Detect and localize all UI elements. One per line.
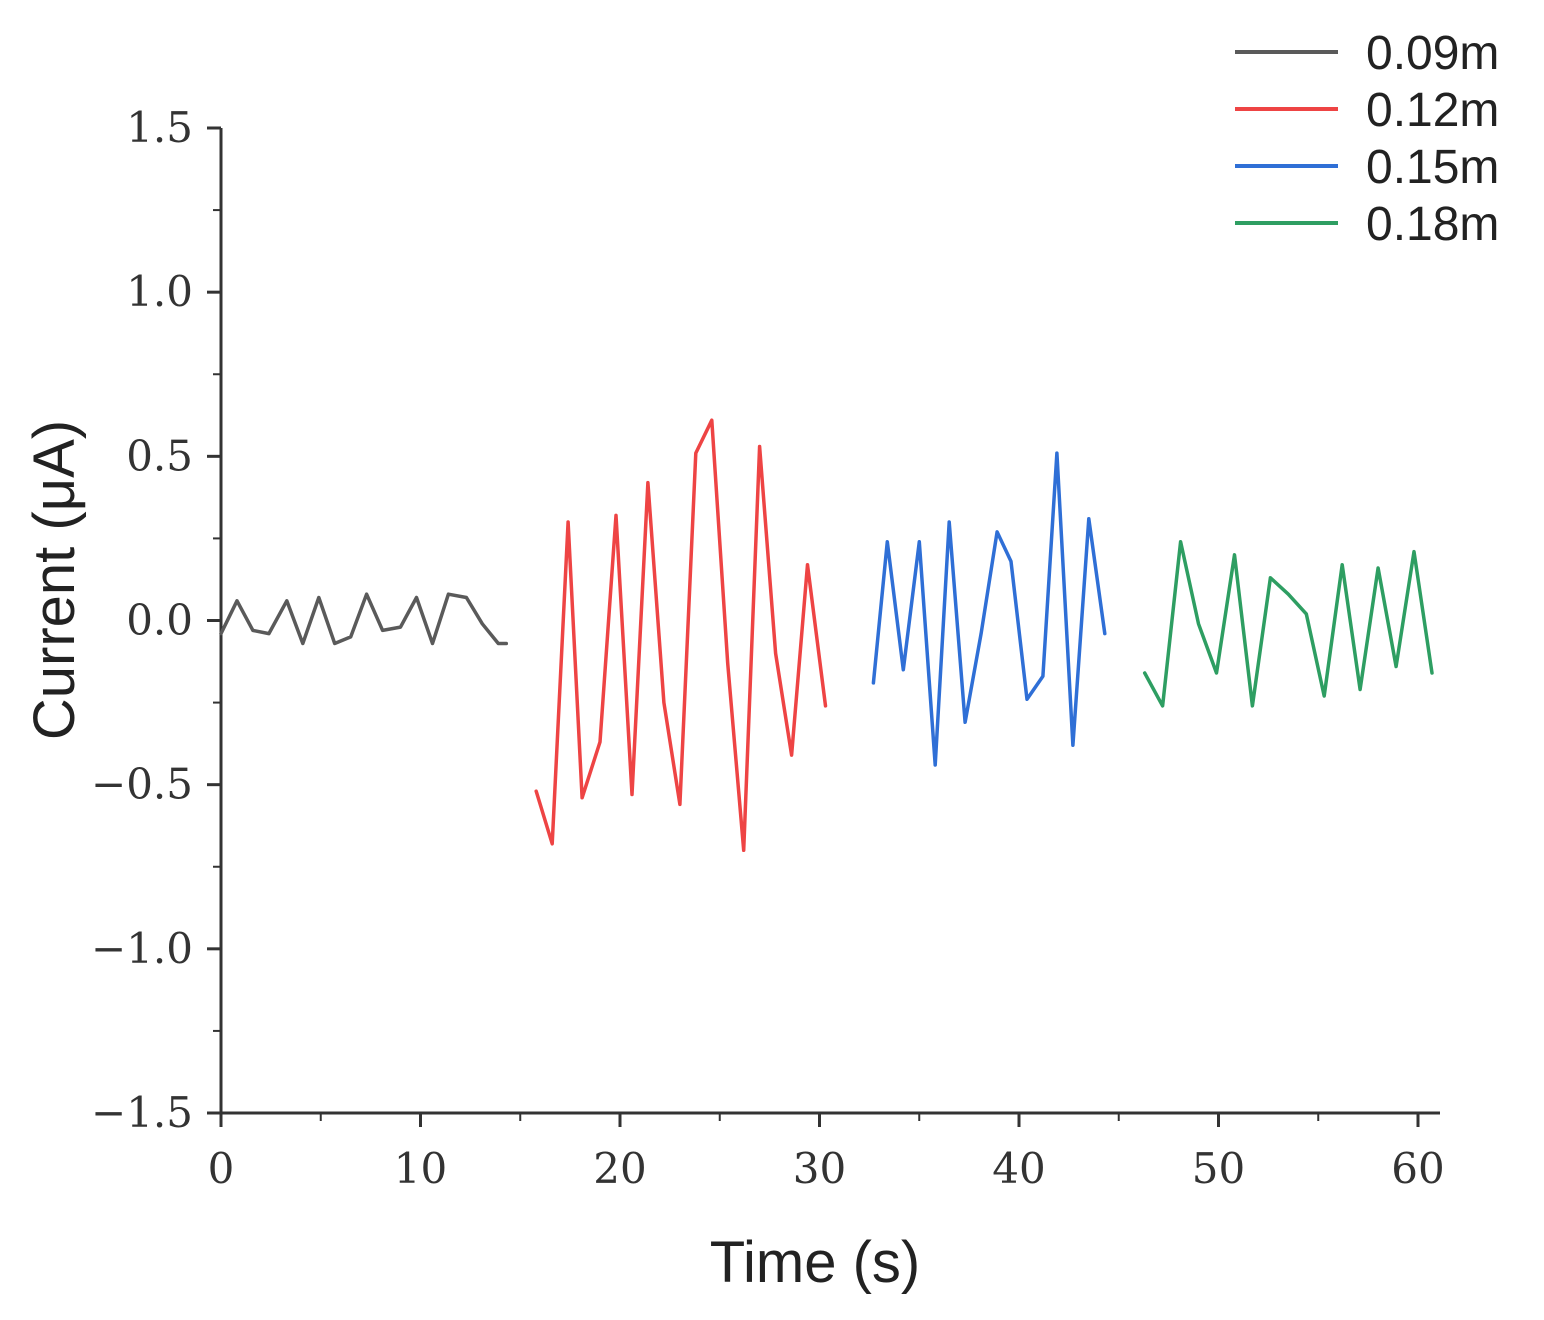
series-line-0-12m: [534, 418, 828, 853]
y-tick-label: 1.0: [126, 267, 193, 316]
y-tick-label: −1.5: [91, 1088, 193, 1137]
series-line-0-15m: [871, 451, 1107, 767]
y-tick-label: 0.5: [126, 431, 193, 480]
legend-label: 0.12m: [1366, 84, 1499, 137]
ticks: −1.5 −1.0 −0.5 0.0 0.5 1.0 1.5 0 10 20 30 40 50 60: [91, 103, 1445, 1193]
series-lines: [219, 418, 1434, 853]
legend-label: 0.15m: [1366, 141, 1499, 194]
legend-label: 0.09m: [1366, 27, 1499, 80]
x-tick-label: 50: [1192, 1144, 1245, 1193]
x-tick-label: 40: [992, 1144, 1045, 1193]
y-tick-label: 1.5: [126, 103, 193, 152]
series-line-0-18m: [1142, 539, 1434, 708]
x-tick-label: 60: [1391, 1144, 1444, 1193]
legend-label: 0.18m: [1366, 198, 1499, 251]
y-tick-label: 0.0: [126, 596, 193, 645]
y-tick-label: −0.5: [91, 760, 193, 809]
x-axis-title: Time (s): [710, 1230, 920, 1295]
x-tick-label: 0: [208, 1144, 235, 1193]
x-tick-label: 30: [793, 1144, 846, 1193]
series-line-0-09m: [219, 592, 509, 646]
x-tick-label: 10: [394, 1144, 447, 1193]
x-tick-label: 20: [593, 1144, 646, 1193]
y-tick-label: −1.0: [91, 924, 193, 973]
y-axis-title: Current (μA): [22, 420, 87, 740]
